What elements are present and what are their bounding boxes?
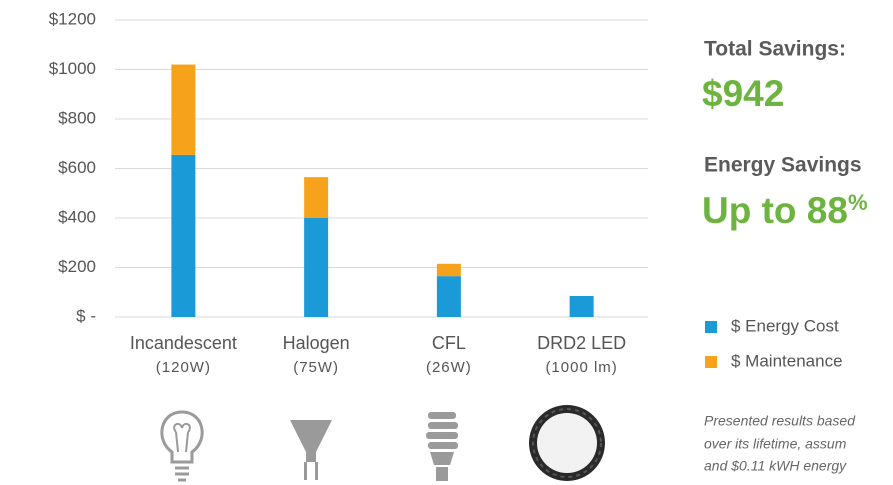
x-tick-sublabel: (1000 lm) [545,359,617,376]
icon-halogen [290,420,332,480]
chart: Total Savings: $942 Energy Savings Up to… [0,0,893,485]
legend-swatch [705,356,717,368]
energy-savings-unit: % [848,190,868,215]
x-tick-label: DRD2 LED [537,333,626,353]
x-tick-sublabel: (75W) [293,359,339,376]
note-line: over its lifetime, assum [704,436,847,452]
legend-label: $ Maintenance [731,351,843,370]
legend-label: $ Energy Cost [731,316,839,335]
x-tick-label: Incandescent [130,333,237,353]
bar-segment [171,65,195,155]
icon-led [529,405,605,481]
bar-segment [304,218,328,317]
bar-segment [304,177,328,218]
bar-segment [437,276,461,317]
total-savings-value: $942 [702,73,784,114]
bar-segment [570,296,594,317]
legend-swatch [705,321,717,333]
x-tick-label: Halogen [283,333,350,353]
y-tick-label: $1000 [49,59,96,78]
icon-cfl [426,412,458,481]
energy-savings-label: Energy Savings [704,154,862,177]
total-savings-label: Total Savings: [704,38,846,61]
y-tick-label: $400 [58,207,96,226]
note-line: and $0.11 kWH energy [704,458,847,474]
x-tick-label: CFL [432,333,466,353]
note-line: Presented results based [704,413,856,429]
y-tick-label: $600 [58,158,96,177]
y-tick-label: $200 [58,257,96,276]
x-tick-sublabel: (120W) [156,359,211,376]
bar-segment [437,264,461,276]
energy-savings-value: Up to 88% [702,190,868,231]
x-tick-sublabel: (26W) [426,359,472,376]
y-tick-label: $1200 [49,9,96,28]
y-tick-label: $800 [58,108,96,127]
y-tick-label: $ - [76,306,96,325]
energy-savings-number: Up to 88 [702,190,848,231]
icon-bulb [162,412,202,480]
bar-segment [171,155,195,317]
